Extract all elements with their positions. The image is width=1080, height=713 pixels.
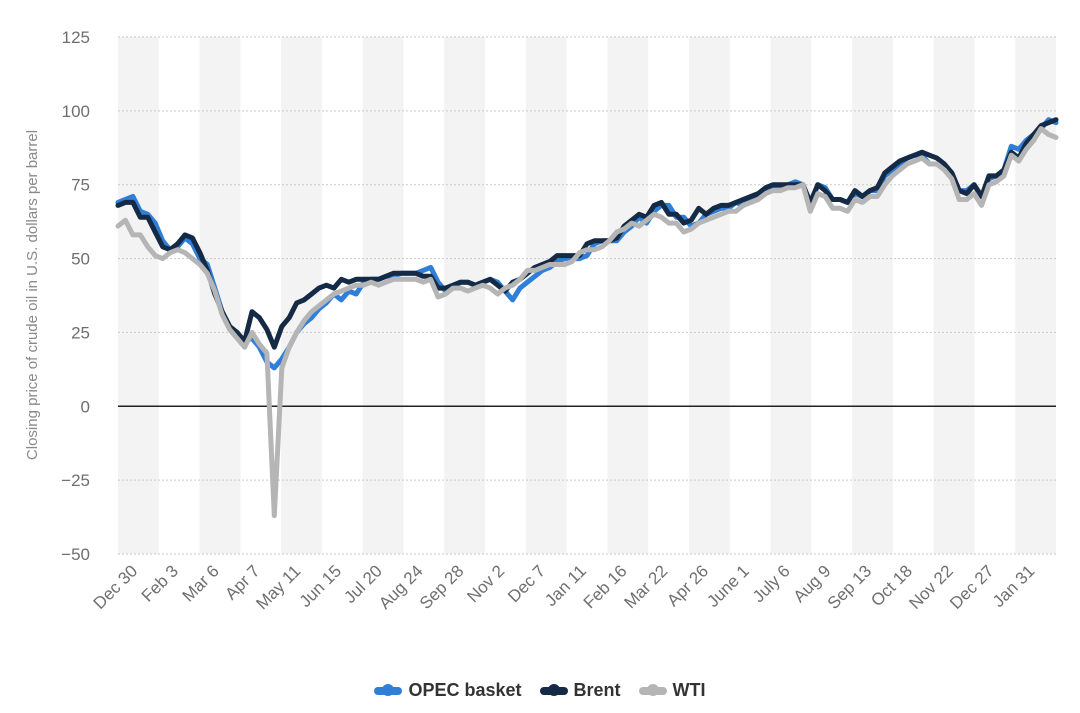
x-tick-label: Feb 16 — [580, 561, 631, 612]
series-line-wti — [115, 126, 1059, 519]
background-band — [607, 37, 649, 554]
legend-item-brent[interactable]: Brent — [539, 680, 621, 701]
y-tick-label: 25 — [71, 323, 90, 342]
legend-item-opec[interactable]: OPEC basket — [374, 680, 522, 701]
y-tick-label: 0 — [81, 397, 90, 416]
x-tick-label: Mar 22 — [621, 561, 672, 612]
background-band — [933, 37, 975, 554]
background-band — [118, 37, 159, 554]
background-band — [1015, 37, 1056, 554]
x-tick-label: Sep 13 — [824, 561, 876, 613]
x-tick-label: Aug 24 — [375, 561, 427, 613]
x-tick-label: Mar 6 — [179, 561, 223, 605]
alternating-background-bands — [118, 37, 1056, 554]
legend-label-opec: OPEC basket — [408, 680, 522, 700]
x-tick-label: Apr 26 — [663, 561, 712, 610]
x-tick-label: Jun 15 — [296, 561, 346, 611]
x-tick-label: Nov 22 — [905, 561, 957, 613]
y-tick-label: 50 — [71, 250, 90, 269]
y-axis-title: Closing price of crude oil in U.S. dolla… — [24, 130, 41, 460]
x-tick-label: Dec 30 — [90, 561, 142, 613]
legend-label-wti: WTI — [672, 680, 706, 700]
y-axis-tick-labels: 125 100 75 50 25 0 −25 −50 — [61, 28, 90, 564]
background-band — [770, 37, 812, 554]
x-tick-label: June 1 — [703, 561, 753, 611]
y-tick-label: 125 — [62, 28, 90, 47]
wti-swatch-icon — [638, 683, 667, 696]
y-tick-label: −50 — [61, 545, 90, 564]
x-tick-label: Dec 27 — [946, 561, 998, 613]
brent-swatch-icon — [539, 683, 568, 696]
series-lines — [115, 117, 1059, 519]
legend-item-wti[interactable]: WTI — [638, 680, 706, 701]
y-tick-label: −25 — [61, 471, 90, 490]
x-tick-label: Sep 28 — [416, 561, 468, 613]
x-tick-label: May 11 — [252, 561, 304, 613]
background-band — [362, 37, 404, 554]
background-band — [444, 37, 486, 554]
background-band — [281, 37, 322, 554]
x-tick-label: July 6 — [749, 561, 794, 606]
opec-swatch-icon — [374, 683, 403, 696]
background-band — [688, 37, 730, 554]
y-tick-label: 75 — [71, 176, 90, 195]
x-tick-label: Nov 2 — [463, 561, 508, 606]
x-tick-label: Feb 3 — [138, 561, 182, 605]
background-band — [199, 37, 241, 554]
background-band — [852, 37, 893, 554]
y-tick-label: 100 — [62, 102, 90, 121]
legend: OPEC basket Brent WTI — [0, 680, 1080, 701]
background-band — [525, 37, 567, 554]
x-tick-label: Dec 7 — [504, 561, 549, 606]
horizontal-gridlines — [118, 36, 1056, 555]
legend-label-brent: Brent — [573, 680, 621, 700]
series-line-brent — [115, 117, 1059, 350]
x-tick-label: Jan 31 — [989, 561, 1039, 611]
